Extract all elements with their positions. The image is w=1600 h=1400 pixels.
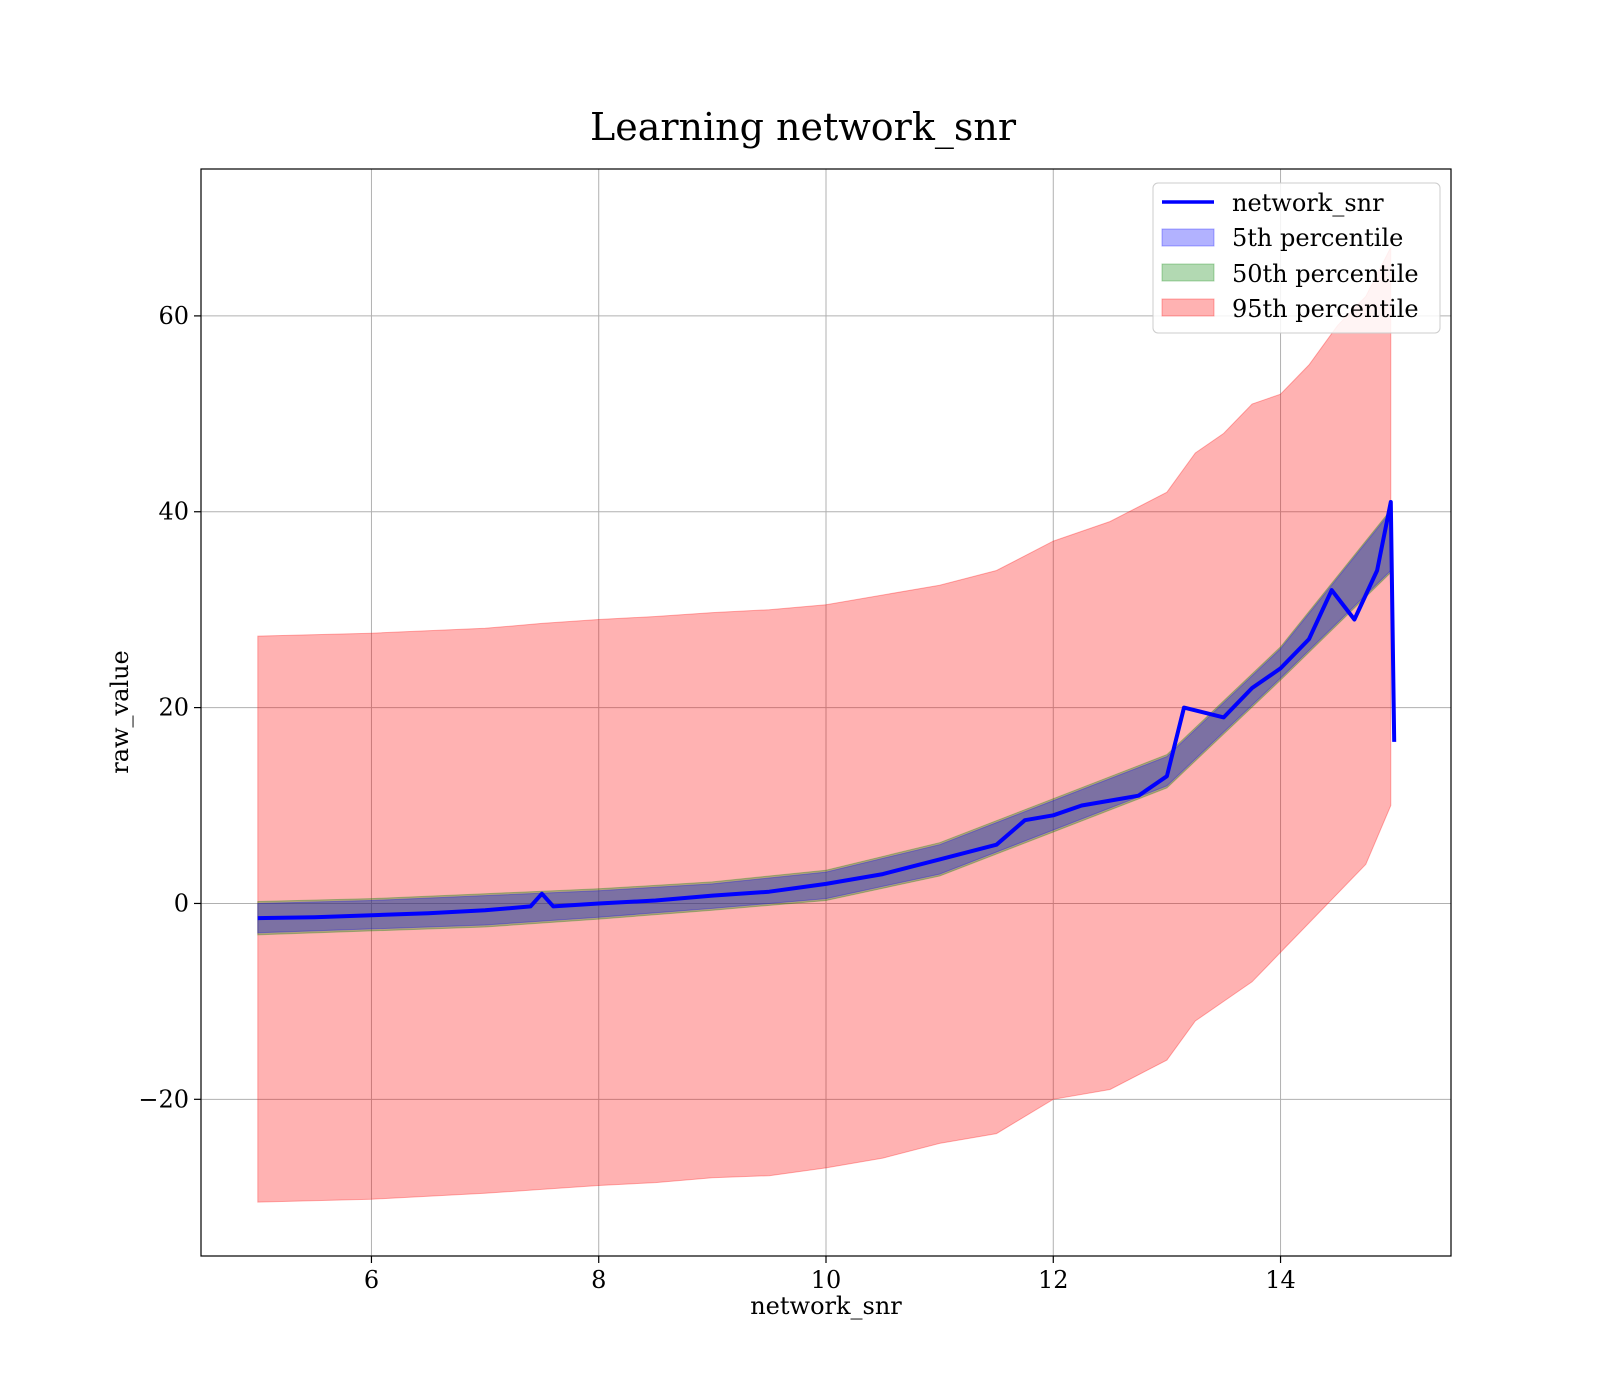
y-tick-label: −20	[138, 1085, 189, 1113]
series-lines	[257, 500, 1397, 921]
y-axis-ticks: −20 0 20 40 60	[138, 302, 201, 1113]
percentile-bands	[257, 247, 1392, 1203]
legend: network_snr 5th percentile 50th percenti…	[1152, 182, 1441, 334]
y-axis-label: raw_value	[106, 650, 134, 774]
y-tick-label: 20	[158, 694, 189, 722]
y-tick-label: 40	[158, 498, 189, 526]
band-95th-percentile	[257, 247, 1392, 1203]
legend-swatch-50th-percentile	[1161, 263, 1215, 282]
x-tick-label: 8	[591, 1266, 606, 1294]
x-tick-label: 10	[811, 1266, 842, 1294]
legend-box	[1152, 182, 1441, 334]
line-network-snr	[257, 500, 1397, 921]
x-tick-label: 14	[1265, 1266, 1296, 1294]
legend-label-95th-percentile: 95th percentile	[1232, 295, 1419, 323]
x-axis-ticks: 6 8 10 12 14	[364, 1256, 1296, 1294]
x-tick-label: 12	[1038, 1266, 1069, 1294]
legend-swatch-95th-percentile	[1161, 298, 1215, 317]
x-tick-label: 6	[364, 1266, 379, 1294]
legend-swatch-5th-percentile	[1161, 228, 1215, 247]
x-axis-label: network_snr	[750, 1292, 902, 1320]
y-tick-label: 60	[158, 302, 189, 330]
legend-label-5th-percentile: 5th percentile	[1232, 224, 1403, 252]
y-tick-label: 0	[174, 889, 189, 917]
legend-label-50th-percentile: 50th percentile	[1232, 260, 1419, 288]
chart-title: Learning network_snr	[590, 105, 1017, 150]
legend-label-network-snr: network_snr	[1232, 189, 1384, 217]
